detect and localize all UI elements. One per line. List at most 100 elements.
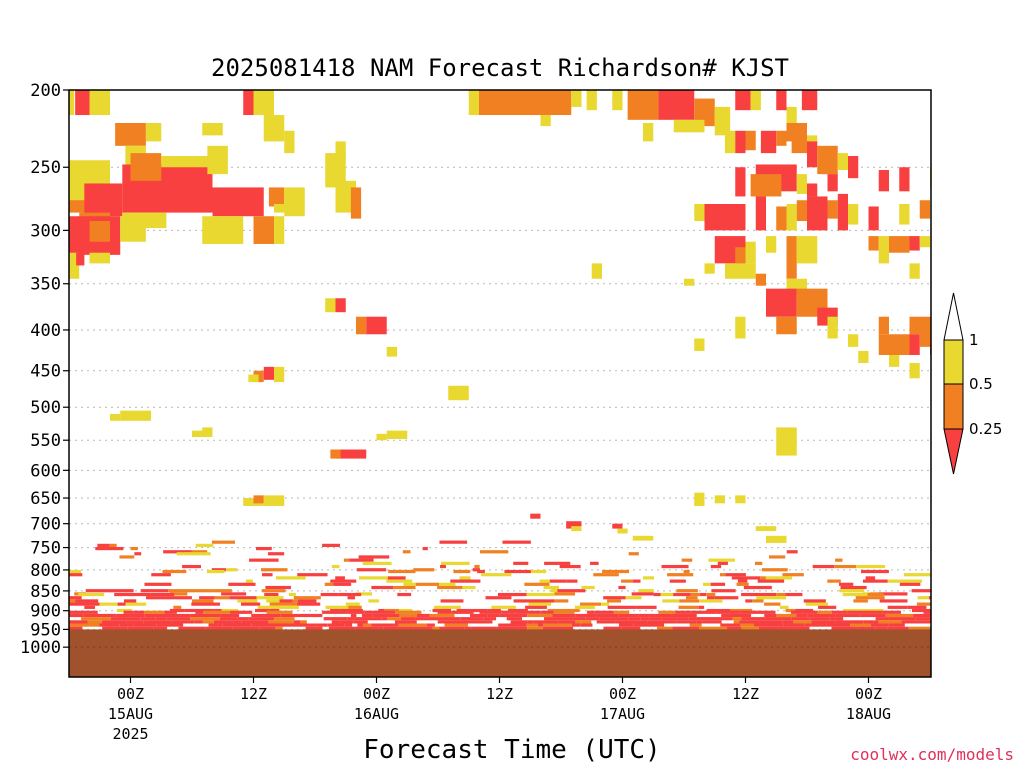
ri-cell: [766, 289, 797, 317]
ri-cell-bl: [104, 614, 116, 617]
ri-cell-bl: [807, 614, 813, 617]
ri-cell-bl: [261, 568, 287, 571]
ri-cell-bl: [804, 623, 820, 626]
ri-cell-bl: [161, 614, 190, 617]
ri-cell-bl: [242, 620, 269, 623]
ri-cell-bl: [462, 586, 475, 589]
y-tick-label: 250: [30, 158, 61, 178]
ri-cell-bl: [638, 589, 653, 592]
ri-cell: [879, 334, 910, 355]
ri-cell-bl: [818, 606, 836, 609]
ri-cell: [146, 123, 161, 141]
ri-cell: [848, 156, 858, 178]
ri-cell-bl: [104, 589, 134, 592]
ri-cell-bl: [119, 555, 134, 558]
ri-cell-bl: [249, 559, 279, 562]
ri-cell-bl: [362, 614, 373, 617]
ri-cell-bl: [582, 620, 592, 623]
ri-cell-bl: [86, 589, 104, 592]
ri-cell: [366, 317, 387, 335]
ri-cell-bl: [706, 593, 715, 596]
ri-cell-bl: [347, 611, 365, 614]
ri-cell-bl: [382, 617, 388, 620]
ri-cell-bl: [575, 620, 581, 623]
y-tick-label: 750: [30, 539, 61, 559]
ri-cell-bl: [434, 606, 461, 609]
ri-cell-bl: [691, 593, 700, 596]
ri-cell-bl: [124, 599, 136, 602]
ri-cell-bl: [173, 606, 181, 609]
ri-cell-bl: [436, 617, 461, 620]
ri-cell-bl: [326, 606, 349, 609]
ri-cell-bl: [764, 603, 780, 606]
ri-cell-bl: [835, 559, 842, 562]
ri-cell-bl: [118, 603, 126, 606]
ri-cell-bl: [401, 617, 415, 620]
ri-cell-bl: [281, 614, 288, 617]
ri-cell-bl: [916, 617, 931, 620]
y-tick-label: 900: [30, 602, 61, 622]
ri-cell-bl: [844, 614, 859, 617]
ri-cell-bl: [219, 620, 226, 623]
y-tick-label: 450: [30, 362, 61, 382]
ri-cell: [75, 90, 89, 115]
ri-cell-bl: [758, 580, 784, 583]
ri-cell-bl: [732, 576, 761, 579]
legend: 10.50.25: [944, 293, 1002, 474]
ri-cell-bl: [913, 614, 931, 617]
ri-cell-bl: [796, 614, 807, 617]
ri-cell-bl: [615, 620, 627, 623]
ri-cell: [592, 263, 602, 278]
ri-cell-bl: [752, 599, 763, 602]
ri-cell-bl: [776, 614, 796, 617]
ri-cell: [387, 431, 408, 439]
ri-cell-bl: [488, 614, 499, 617]
ri-cell-bl: [619, 614, 639, 617]
ri-cell-bl: [157, 623, 183, 626]
ri-cell-bl: [453, 570, 470, 573]
ri-cell-bl: [445, 623, 468, 626]
ri-cell-bl: [191, 614, 221, 617]
ri-cell-bl: [628, 617, 641, 620]
ri-cell: [264, 495, 285, 506]
ri-cell-bl: [257, 596, 284, 599]
ri-cell: [264, 115, 285, 141]
ri-cell-bl: [440, 565, 446, 568]
ri-cell-bl: [527, 593, 555, 596]
ri-cell: [541, 115, 551, 126]
ri-cell-bl: [560, 565, 581, 568]
ri-cell-bl: [600, 617, 629, 620]
ri-cell-bl: [311, 614, 322, 617]
ri-cell-bl: [769, 555, 785, 558]
ri-cell-bl: [811, 620, 835, 623]
ri-cell-bl: [99, 623, 119, 626]
ri-cell-bl: [166, 617, 190, 620]
ri-cell: [751, 174, 782, 196]
ri-cell-bl: [861, 570, 889, 573]
ri-cell-bl: [510, 611, 516, 614]
ri-cell-bl: [675, 611, 690, 614]
ri-cell-bl: [221, 592, 246, 595]
ri-cell-bl: [349, 559, 373, 562]
ri-cell-bl: [192, 599, 213, 602]
ri-cell: [617, 529, 627, 534]
ri-cell: [633, 536, 654, 541]
ri-cell-bl: [871, 623, 889, 626]
ri-cell-bl: [297, 603, 320, 606]
ri-cell: [746, 131, 756, 150]
ri-cell-bl: [397, 593, 411, 596]
ri-cell-bl: [237, 599, 257, 602]
ri-cell-bl: [510, 614, 520, 617]
ri-cell-bl: [760, 576, 766, 579]
ri-cell-bl: [830, 617, 843, 620]
ri-cell-bl: [744, 586, 772, 589]
ri-cell-bl: [269, 623, 290, 626]
ri-cell-bl: [229, 596, 256, 599]
ri-cell-bl: [519, 614, 527, 617]
ri-cell: [735, 495, 745, 503]
ri-cell-bl: [877, 611, 882, 614]
ri-cell: [284, 131, 294, 153]
ri-cell-bl: [95, 547, 123, 550]
ri-cell: [735, 90, 750, 110]
ri-cell-bl: [866, 576, 875, 579]
